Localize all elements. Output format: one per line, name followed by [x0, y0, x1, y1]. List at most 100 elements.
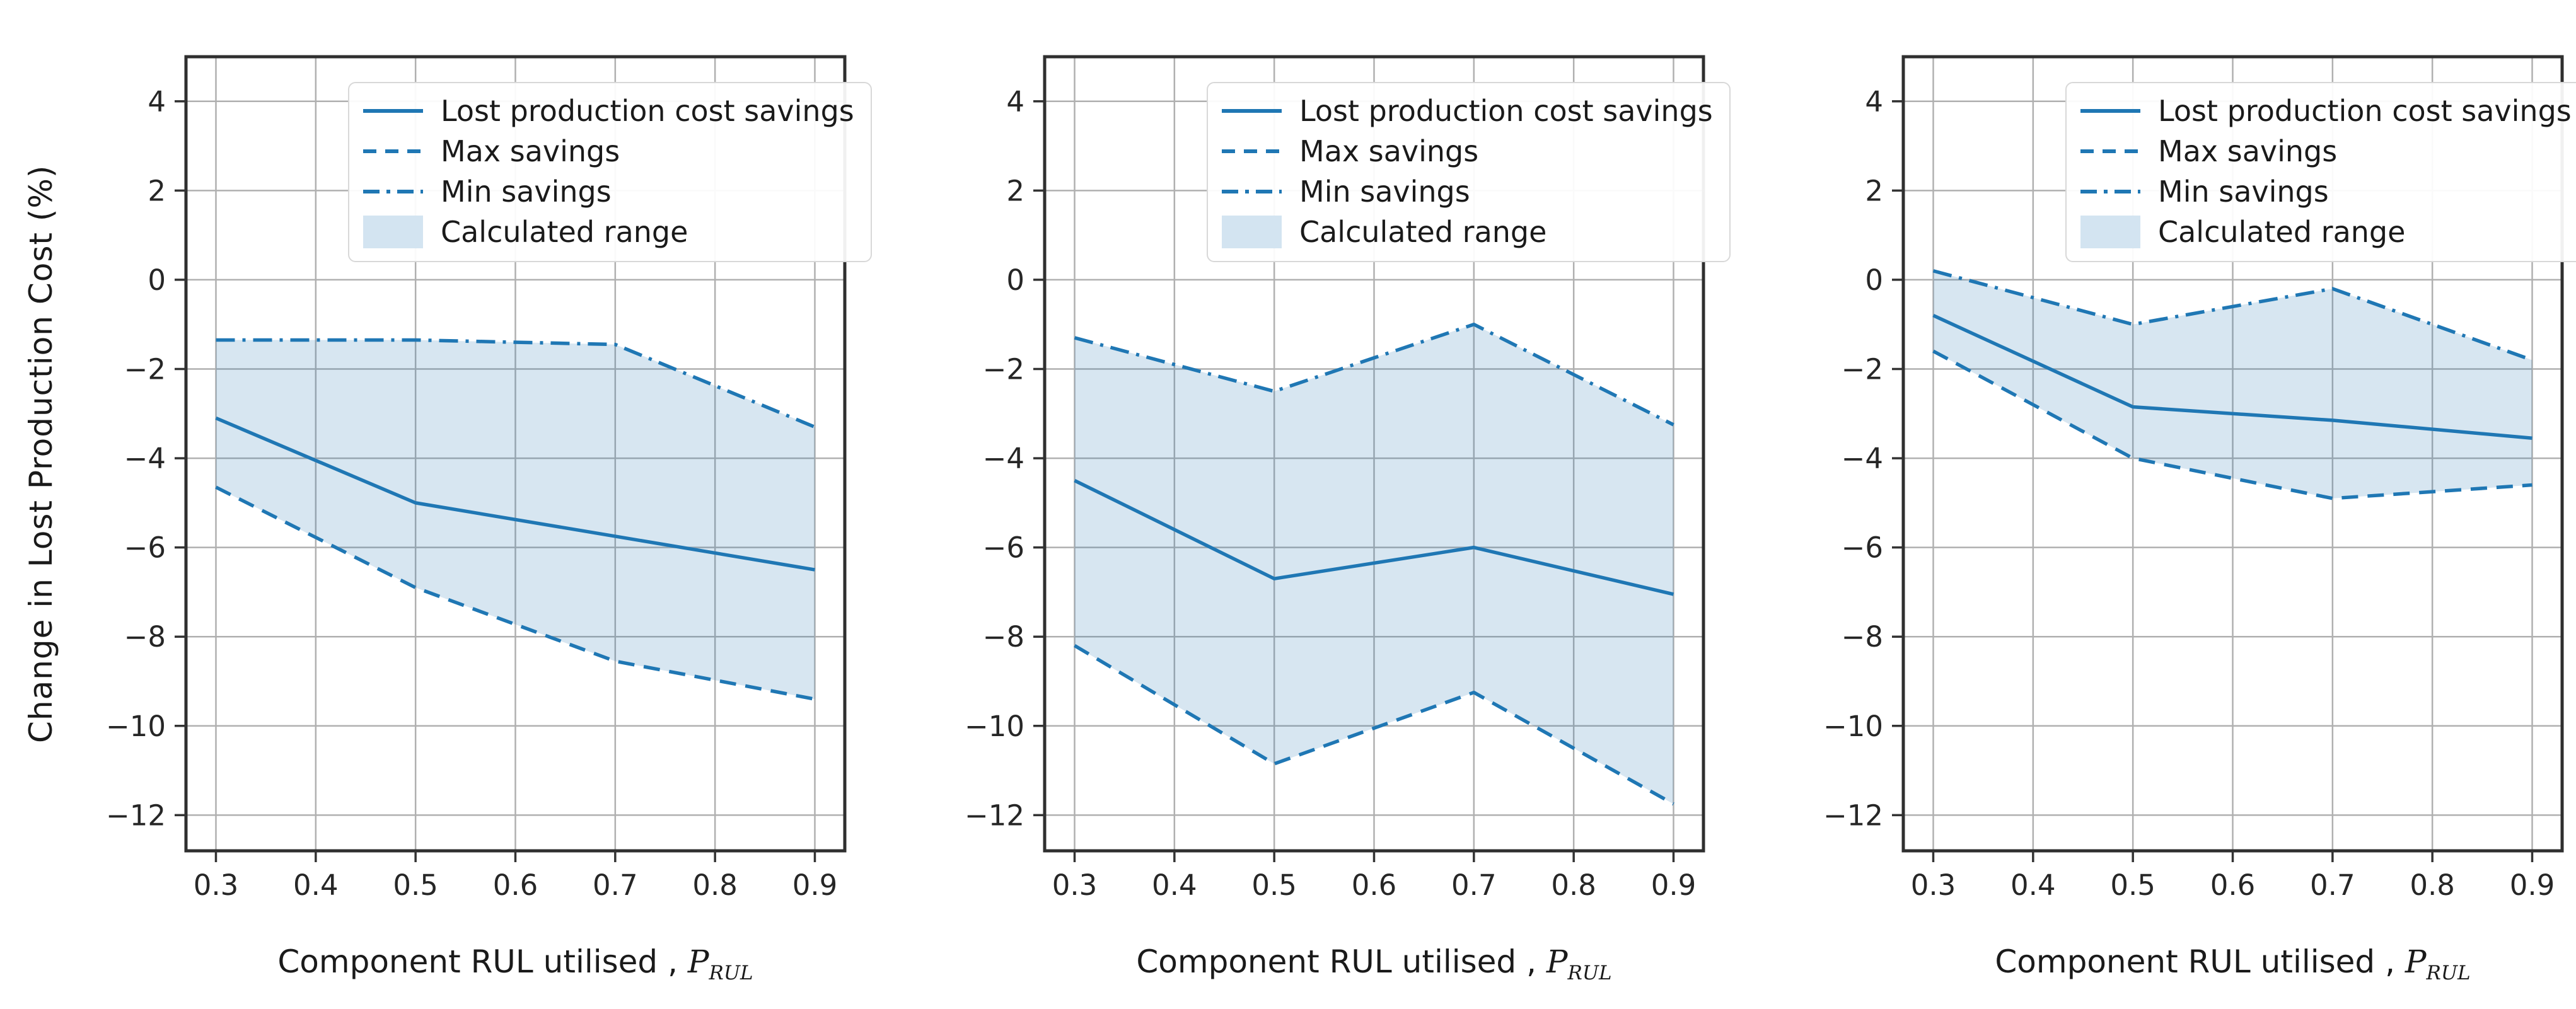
- lost-production-cost-savings-line: [215, 416, 815, 572]
- legend-item-dashed: Max savings: [363, 134, 854, 169]
- y-tick-label: 0: [1865, 263, 1883, 297]
- legend-label: Min savings: [1299, 175, 1470, 209]
- y-tick-label: −10: [965, 710, 1024, 743]
- dashed-line-icon: [2080, 149, 2140, 153]
- solid-line-icon: [2080, 109, 2140, 113]
- legend-label: Lost production cost savings: [1299, 94, 1713, 128]
- y-tick-label: 4: [1006, 85, 1024, 118]
- legend-item-solid: Lost production cost savings: [1222, 93, 1713, 129]
- dashdot-line-icon: [1222, 190, 1282, 193]
- min-savings-line: [1932, 269, 2533, 362]
- x-tick-label: 0.9: [1651, 868, 1697, 902]
- x-tick-label: 0.7: [2310, 868, 2355, 902]
- legend-item-dashdot: Min savings: [363, 174, 854, 209]
- x-tick-label: 0.8: [692, 868, 738, 902]
- y-tick-label: −8: [124, 620, 166, 654]
- y-tick-label: −8: [1842, 620, 1883, 654]
- x-tick-label: 0.8: [1551, 868, 1596, 902]
- y-tick-label: −10: [1823, 710, 1883, 743]
- subplot-2: 0.3 0.4 0.5 0.6 0.7 0.8 0.9 4 2 0 −2 −4 −6 −8 −10 −12 L…: [859, 0, 1731, 1009]
- y-tick-label: −6: [983, 531, 1024, 565]
- y-tick-label: −12: [965, 799, 1024, 832]
- y-tick-label: −6: [124, 531, 166, 565]
- min-savings-line: [216, 338, 816, 429]
- y-tick-label: 0: [1006, 263, 1024, 297]
- x-tick-label: 0.4: [2010, 868, 2056, 902]
- x-tick-label: 0.9: [2510, 868, 2555, 902]
- y-tick-label: −2: [124, 353, 166, 386]
- calculated-range-area: [1933, 270, 2532, 499]
- x-tick-label: 0.5: [2110, 868, 2155, 902]
- legend-item-range: Calculated range: [2080, 214, 2572, 250]
- solid-line-icon: [1222, 109, 1282, 113]
- legend-label: Max savings: [1299, 134, 1479, 168]
- legend-item-dashed: Max savings: [1222, 134, 1713, 169]
- dashed-line-icon: [1222, 149, 1282, 153]
- y-tick-label: −2: [983, 353, 1024, 386]
- y-tick-label: −8: [983, 620, 1024, 654]
- dashdot-line-icon: [2080, 190, 2140, 193]
- filled-area-icon: [2080, 216, 2140, 248]
- legend-label: Min savings: [441, 175, 612, 209]
- max-savings-line: [1074, 644, 1674, 806]
- y-tick-label: 2: [1865, 174, 1883, 207]
- x-axis-label-text: Component RUL utilised ,: [1995, 943, 2395, 980]
- max-savings-line: [215, 485, 816, 701]
- legend: Lost production cost savings Max savings…: [2065, 82, 2576, 262]
- subplot-1: Change in Lost Production Cost (%) 0.3 0.…: [0, 0, 872, 1009]
- filled-area-icon: [1222, 216, 1282, 248]
- x-tick-label: 0.3: [1052, 868, 1098, 902]
- min-savings-line: [1074, 322, 1674, 427]
- y-tick-label: −10: [106, 710, 166, 743]
- axes-area-2: 0.3 0.4 0.5 0.6 0.7 0.8 0.9 4 2 0 −2 −4 −6 −8 −10 −12: [965, 55, 1705, 902]
- y-tick-label: −12: [106, 799, 166, 832]
- x-axis-label-text: Component RUL utilised ,: [277, 943, 678, 980]
- x-tick-label: 0.3: [194, 868, 239, 902]
- lost-production-cost-savings-line: [1932, 314, 2532, 440]
- y-tick-label: 0: [148, 263, 166, 297]
- max-savings-line: [1932, 349, 2532, 500]
- legend-label: Min savings: [2158, 175, 2329, 209]
- legend-label: Max savings: [441, 134, 620, 168]
- x-tick-label: 0.6: [2210, 868, 2256, 902]
- x-tick-label: 0.6: [1352, 868, 1397, 902]
- y-tick-label: 4: [1865, 85, 1883, 118]
- legend-label: Max savings: [2158, 134, 2338, 168]
- x-tick-label: 0.5: [393, 868, 438, 902]
- x-tick-label: 0.7: [593, 868, 638, 902]
- x-tick-label: 0.9: [792, 868, 838, 902]
- legend-item-solid: Lost production cost savings: [2080, 93, 2572, 129]
- x-axis-label-text: Component RUL utilised ,: [1136, 943, 1536, 980]
- filled-area-icon: [363, 216, 423, 248]
- y-tick-label: −4: [983, 442, 1024, 475]
- legend-item-dashdot: Min savings: [1222, 174, 1713, 209]
- subplot-3: 0.3 0.4 0.5 0.6 0.7 0.8 0.9 4 2 0 −2 −4 −6 −8 −10 −12 L…: [1717, 0, 2576, 1009]
- legend-label: Calculated range: [441, 215, 688, 249]
- p-rul-symbol: PRUL: [687, 943, 753, 984]
- x-tick-label: 0.6: [493, 868, 538, 902]
- legend-item-dashdot: Min savings: [2080, 174, 2572, 209]
- x-tick-label: 0.4: [293, 868, 339, 902]
- y-tick-label: −6: [1842, 531, 1883, 565]
- x-axis-label: Component RUL utilised , PRUL: [1045, 943, 1703, 984]
- legend-item-solid: Lost production cost savings: [363, 93, 854, 129]
- legend-label: Calculated range: [2158, 215, 2406, 249]
- p-rul-symbol: PRUL: [1546, 943, 1612, 984]
- y-tick-label: 2: [1006, 174, 1024, 207]
- x-tick-label: 0.4: [1152, 868, 1197, 902]
- legend: Lost production cost savings Max savings…: [348, 82, 872, 262]
- y-tick-label: −4: [1842, 442, 1883, 475]
- x-tick-label: 0.5: [1251, 868, 1297, 902]
- legend-label: Calculated range: [1299, 215, 1547, 249]
- y-tick-label: 4: [148, 85, 166, 118]
- y-tick-label: −12: [1823, 799, 1883, 832]
- lost-production-cost-savings-line: [1074, 479, 1674, 596]
- legend-item-dashed: Max savings: [2080, 134, 2572, 169]
- x-tick-label: 0.3: [1911, 868, 1956, 902]
- x-axis-label: Component RUL utilised , PRUL: [1903, 943, 2562, 983]
- y-tick-label: −4: [124, 442, 166, 475]
- dashed-line-icon: [363, 149, 423, 153]
- legend-label: Lost production cost savings: [2158, 94, 2572, 128]
- legend: Lost production cost savings Max savings…: [1207, 82, 1731, 262]
